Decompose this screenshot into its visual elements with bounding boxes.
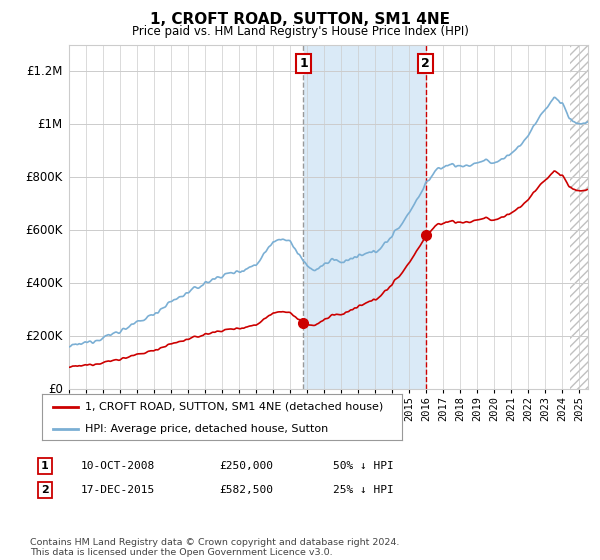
Text: £200K: £200K (25, 330, 63, 343)
Text: Price paid vs. HM Land Registry's House Price Index (HPI): Price paid vs. HM Land Registry's House … (131, 25, 469, 38)
Text: HPI: Average price, detached house, Sutton: HPI: Average price, detached house, Sutt… (85, 424, 328, 435)
Text: 1, CROFT ROAD, SUTTON, SM1 4NE (detached house): 1, CROFT ROAD, SUTTON, SM1 4NE (detached… (85, 402, 383, 412)
Text: Contains HM Land Registry data © Crown copyright and database right 2024.
This d: Contains HM Land Registry data © Crown c… (30, 538, 400, 557)
Text: 25% ↓ HPI: 25% ↓ HPI (333, 485, 394, 495)
Text: 50% ↓ HPI: 50% ↓ HPI (333, 461, 394, 471)
Text: £0: £0 (48, 382, 63, 396)
Text: £600K: £600K (25, 224, 63, 237)
Text: £400K: £400K (25, 277, 63, 290)
Text: 2: 2 (41, 485, 49, 495)
Text: 1: 1 (299, 57, 308, 70)
Text: 17-DEC-2015: 17-DEC-2015 (81, 485, 155, 495)
Text: £1.2M: £1.2M (26, 65, 63, 78)
Text: 10-OCT-2008: 10-OCT-2008 (81, 461, 155, 471)
Text: 1: 1 (41, 461, 49, 471)
Text: 2: 2 (421, 57, 430, 70)
Text: 1, CROFT ROAD, SUTTON, SM1 4NE: 1, CROFT ROAD, SUTTON, SM1 4NE (150, 12, 450, 27)
Text: £1M: £1M (38, 118, 63, 131)
Text: £250,000: £250,000 (219, 461, 273, 471)
Text: £800K: £800K (26, 171, 63, 184)
Text: £582,500: £582,500 (219, 485, 273, 495)
